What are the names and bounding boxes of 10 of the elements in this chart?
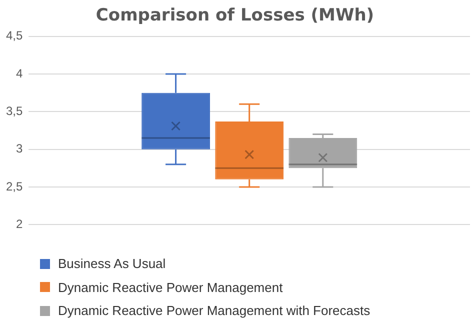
legend-label: Business As Usual xyxy=(58,256,166,272)
y-tick-label: 3 xyxy=(16,142,23,156)
chart-title: Comparison of Losses (MWh) xyxy=(96,6,374,26)
y-tick-label: 2 xyxy=(16,216,23,231)
y-tick-label: 3,5 xyxy=(6,104,23,118)
y-tick-label: 4,5 xyxy=(6,28,23,43)
legend-label: Dynamic Reactive Power Management with Forecasts xyxy=(58,303,370,318)
y-tick-label: 2,5 xyxy=(6,179,23,194)
y-tick-label: 4 xyxy=(16,66,23,80)
legend-label: Dynamic Reactive Power Management xyxy=(58,280,283,295)
